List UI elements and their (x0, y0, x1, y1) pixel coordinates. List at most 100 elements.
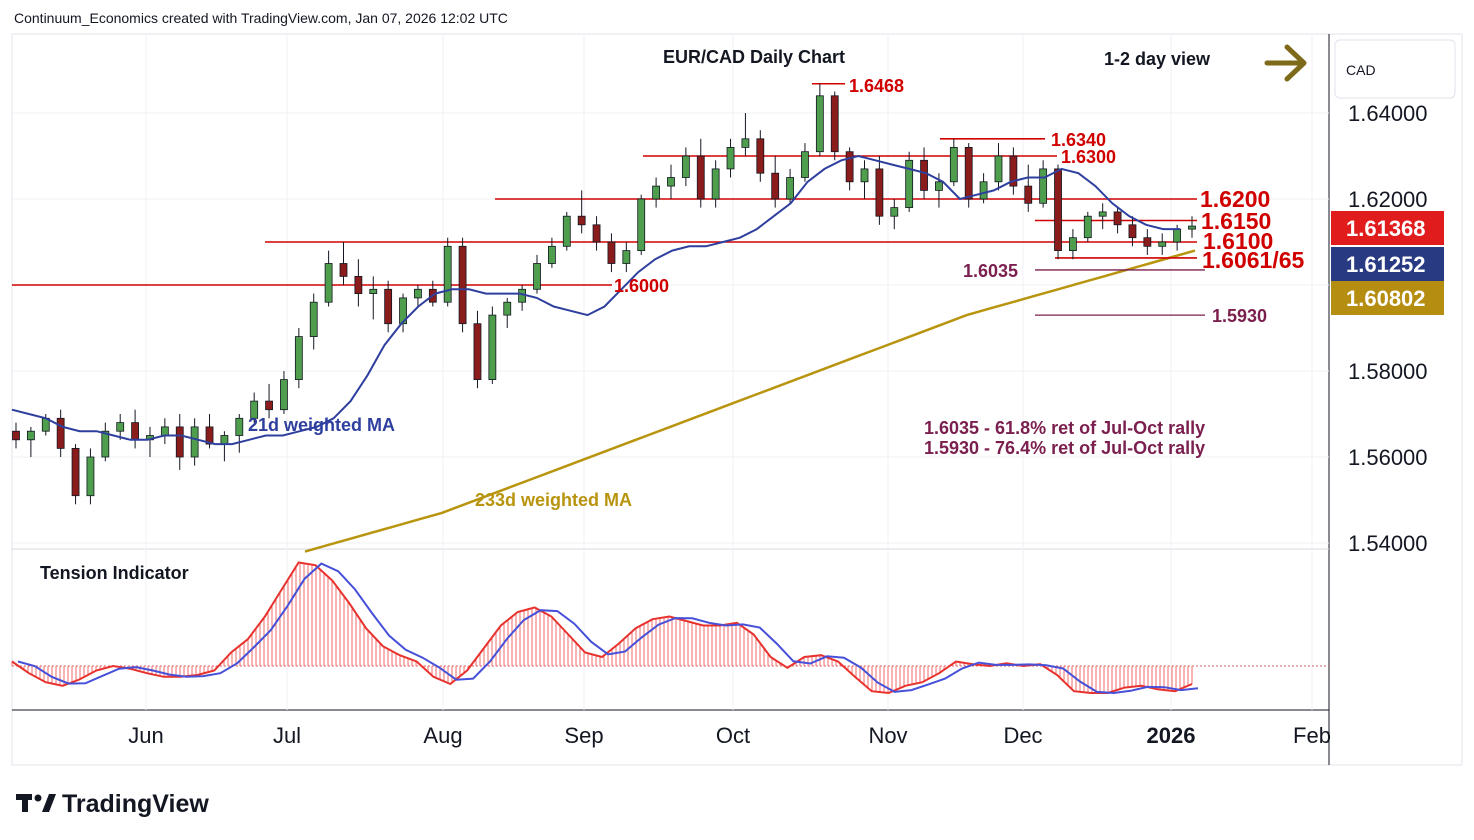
level-label: 1.6150 (1201, 208, 1271, 234)
level-label: 1.5930 (1212, 306, 1267, 326)
candle-body (533, 263, 541, 290)
grid-lines (12, 34, 1329, 710)
candle-body (131, 422, 139, 441)
candle-body (235, 417, 244, 436)
candle-body (503, 301, 512, 316)
candle-body (160, 426, 169, 436)
candle-body (339, 263, 348, 277)
currency-label: CAD (1346, 62, 1376, 78)
candle-body (964, 146, 973, 200)
candle-body (786, 177, 794, 200)
ma-21-path (11, 154, 1180, 446)
candle-body (756, 138, 765, 174)
candle-body (354, 275, 363, 294)
right-arrow-icon (1264, 44, 1307, 82)
candle-body (875, 168, 884, 217)
candle-body (473, 323, 482, 381)
price-badge-label: 1.61252 (1346, 252, 1426, 277)
candle-body (324, 263, 333, 303)
time-tick-label: Dec (1003, 723, 1042, 748)
price-badge (1331, 281, 1444, 315)
candle-body (384, 288, 393, 325)
candlesticks (12, 83, 1196, 505)
level-label: 1.6035 (963, 261, 1018, 281)
annotation-61-8: 1.6035 - 61.8% ret of Jul-Oct rally (924, 418, 1205, 438)
candle-body (652, 185, 661, 200)
candle-body (399, 297, 407, 325)
level-label: 1.6468 (849, 76, 904, 96)
tradingview-logo-icon (16, 794, 56, 812)
candle-body (935, 181, 943, 191)
candle-body (1173, 228, 1182, 243)
tension-title: Tension Indicator (40, 563, 189, 583)
candle-body (815, 95, 824, 153)
candle-body (414, 288, 422, 299)
time-tick-label: Nov (868, 723, 907, 748)
candle-body (309, 301, 318, 338)
candle-body (979, 181, 988, 200)
level-label: 1.6340 (1051, 130, 1106, 150)
price-badge-label: 1.60802 (1346, 286, 1426, 311)
tradingview-logo[interactable]: TradingView (16, 790, 209, 819)
chart-title: EUR/CAD Daily Chart (663, 47, 845, 67)
tradingview-brand: TradingView (62, 790, 209, 818)
candle-body (1143, 237, 1152, 247)
candle-body (1069, 237, 1077, 251)
price-tick-label: 1.62000 (1348, 187, 1428, 212)
candle-body (205, 426, 214, 445)
candle-body (607, 241, 616, 264)
candle-body (101, 430, 110, 458)
level-label: 1.6300 (1061, 147, 1116, 167)
candle-body (667, 177, 675, 187)
arrow-head (1284, 44, 1307, 82)
price-badge (1331, 247, 1444, 281)
chart-frame (11, 33, 1463, 766)
candle-body (726, 146, 735, 170)
candle-body (86, 456, 95, 497)
candle-body (1128, 224, 1137, 239)
candle-body (190, 426, 199, 458)
chart-credit: Continuum_Economics created with Trading… (14, 10, 508, 26)
candle-body (920, 159, 928, 191)
tension-signal-line (17, 562, 1199, 695)
candle-body (1039, 168, 1048, 204)
candle-body (1024, 185, 1033, 204)
ma-233-label: 233d weighted MA (475, 490, 632, 510)
candle-body (12, 430, 20, 441)
candle-body (26, 430, 35, 441)
candle-body (905, 159, 914, 209)
candle-body (369, 288, 378, 294)
candle-body (592, 224, 601, 243)
candle-body (577, 215, 586, 226)
candle-body (1113, 211, 1122, 226)
candle-body (801, 151, 809, 178)
time-tick-label: 2026 (1147, 723, 1196, 748)
candle-body (488, 314, 497, 381)
candle-body (458, 245, 467, 325)
time-tick-label: Feb (1293, 723, 1331, 748)
candle-body (294, 336, 303, 381)
ma-233-line (304, 249, 1196, 553)
candle-body (771, 172, 780, 200)
time-tick-label: Sep (564, 723, 603, 748)
candle-body (1188, 225, 1196, 230)
time-tick-label: Aug (423, 723, 462, 748)
tension-indicator-pane: Tension Indicator (11, 561, 1329, 695)
annotation-76-4: 1.5930 - 76.4% ret of Jul-Oct rally (924, 438, 1205, 458)
candle-body (637, 198, 646, 251)
candle-body (994, 155, 1003, 183)
level-label: 1.6100 (1203, 228, 1273, 254)
candle-body (890, 207, 899, 217)
ma-233-path (304, 249, 1196, 553)
candle-body (711, 168, 720, 200)
candle-body (845, 151, 854, 183)
ma-21-label: 21d weighted MA (248, 415, 395, 435)
candle-body (681, 155, 690, 178)
candle-body (56, 417, 65, 449)
time-tick-label: Oct (716, 723, 750, 748)
ma-21-line (11, 154, 1180, 446)
price-tick-label: 1.58000 (1348, 359, 1428, 384)
level-label: 1.6000 (614, 276, 669, 296)
